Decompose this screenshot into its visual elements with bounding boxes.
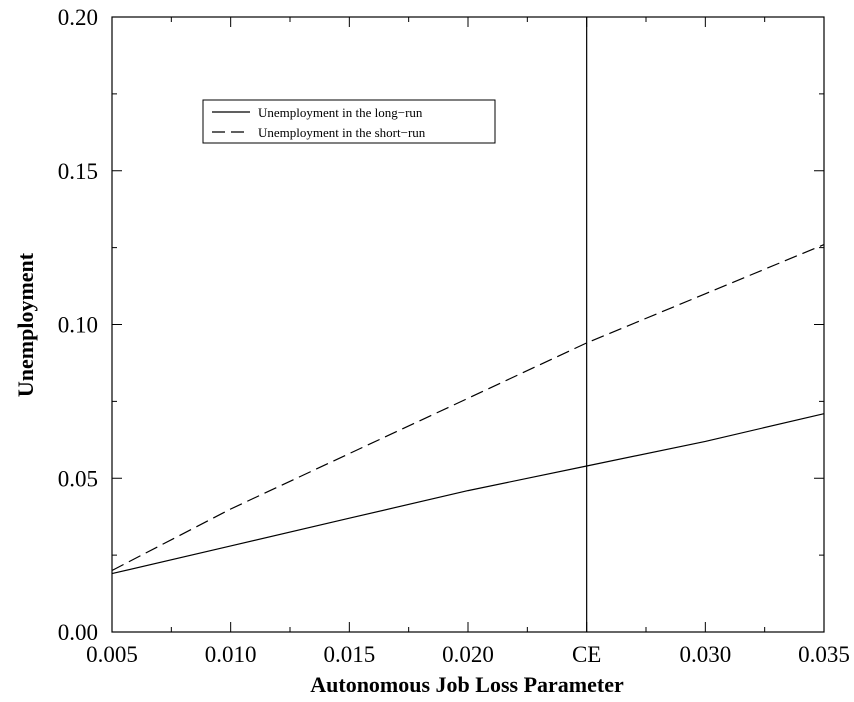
y-tick-label: 0.15 bbox=[58, 159, 98, 184]
legend-box bbox=[202, 99, 496, 144]
y-tick-label: 0.00 bbox=[58, 620, 98, 645]
x-tick-label: 0.015 bbox=[323, 642, 375, 667]
x-tick-label: 0.035 bbox=[798, 642, 850, 667]
x-tick-label: 0.005 bbox=[86, 642, 138, 667]
tick-labels: 0.005 0.010 0.015 0.020 CE 0.030 0.035 0.00 0.05… bbox=[58, 5, 850, 667]
legend-label-short-run: Unemployment in the short−run bbox=[258, 125, 426, 140]
y-tick-label: 0.10 bbox=[58, 313, 98, 338]
y-tick-label: 0.05 bbox=[58, 466, 98, 491]
x-tick-label: 0.020 bbox=[442, 642, 494, 667]
y-tick-label: 0.20 bbox=[58, 5, 98, 30]
legend-label-long-run: Unemployment in the long−run bbox=[258, 105, 423, 120]
series-short-run-line bbox=[111, 244, 825, 572]
series-lines bbox=[111, 244, 825, 575]
series-long-run-line bbox=[111, 413, 825, 575]
legend: Unemployment in the long−run Unemploymen… bbox=[202, 99, 496, 144]
y-axis-title: Unemployment bbox=[13, 252, 38, 397]
x-axis-title: Autonomous Job Loss Parameter bbox=[310, 672, 624, 697]
x-tick-label: 0.030 bbox=[679, 642, 731, 667]
x-tick-label: CE bbox=[572, 642, 601, 667]
x-tick-label: 0.010 bbox=[205, 642, 257, 667]
